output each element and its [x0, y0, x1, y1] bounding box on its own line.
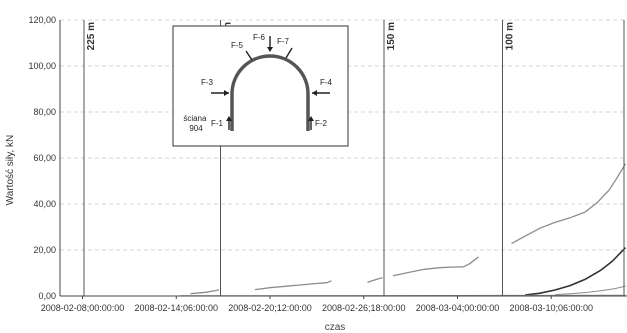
- y-tick-label: 60,00: [33, 153, 56, 163]
- f5-label: F-5: [231, 41, 244, 50]
- force-series-line: [367, 276, 383, 283]
- force-series-line: [392, 256, 479, 277]
- force-series-line: [524, 247, 627, 296]
- f7-arrow: [285, 47, 293, 59]
- distance-marker-label: 150 m: [386, 22, 397, 50]
- inset-frame: [172, 25, 349, 147]
- f5-arrow: [245, 50, 253, 61]
- force-series-line: [511, 163, 627, 245]
- f1-label: F-1: [211, 119, 224, 128]
- y-tick-label: 0,00: [38, 291, 56, 301]
- y-tick-label: 20,00: [33, 245, 56, 255]
- gallery-inset: ściana 904 F-3 F-4 F-1 F-2 F-6 F-5 F-7: [172, 25, 349, 147]
- y-tick-label: 100,00: [28, 61, 56, 71]
- f6-label: F-6: [253, 33, 266, 42]
- series-group: [179, 163, 627, 297]
- x-tick-label: 2008-02-14;06:00:00: [134, 303, 218, 313]
- x-tick-label: 2008-03-10;06:00:00: [509, 303, 593, 313]
- axes: 0,00 20,00 40,00 60,00 80,00 100,00 120,00 2008…: [28, 15, 627, 313]
- distance-marker-label: 225 m: [86, 22, 97, 50]
- f3-label: F-3: [201, 78, 214, 87]
- f4-arrowhead: [312, 90, 317, 96]
- force-series-line: [190, 289, 220, 295]
- x-tick-label: 2008-02-08;00:00:00: [41, 303, 125, 313]
- force-series-line: [554, 285, 626, 296]
- f3-arrowhead: [224, 90, 229, 96]
- y-tick-label: 120,00: [28, 15, 56, 25]
- f4-label: F-4: [320, 78, 333, 87]
- force-series-line: [254, 280, 332, 291]
- f7-label: F-7: [277, 37, 290, 46]
- gallery-arch: [230, 54, 310, 131]
- x-axis-label: czas: [325, 322, 346, 333]
- f1-arrowhead: [226, 116, 232, 121]
- inset-wall-label: ściana 904: [183, 114, 208, 133]
- f6-arrowhead: [267, 47, 273, 52]
- x-tick-label: 2008-03-04;00:00:00: [416, 303, 500, 313]
- y-axis-label: Wartość siły, kN: [5, 135, 16, 206]
- distance-marker-label: 100 m: [505, 22, 516, 50]
- x-tick-label: 2008-02-20;12:00:00: [228, 303, 312, 313]
- f2-label: F-2: [315, 119, 328, 128]
- f2-arrowhead: [308, 116, 314, 121]
- y-tick-label: 40,00: [33, 199, 56, 209]
- y-tick-label: 80,00: [33, 107, 56, 117]
- x-tick-label: 2008-02-26;18:00:00: [322, 303, 406, 313]
